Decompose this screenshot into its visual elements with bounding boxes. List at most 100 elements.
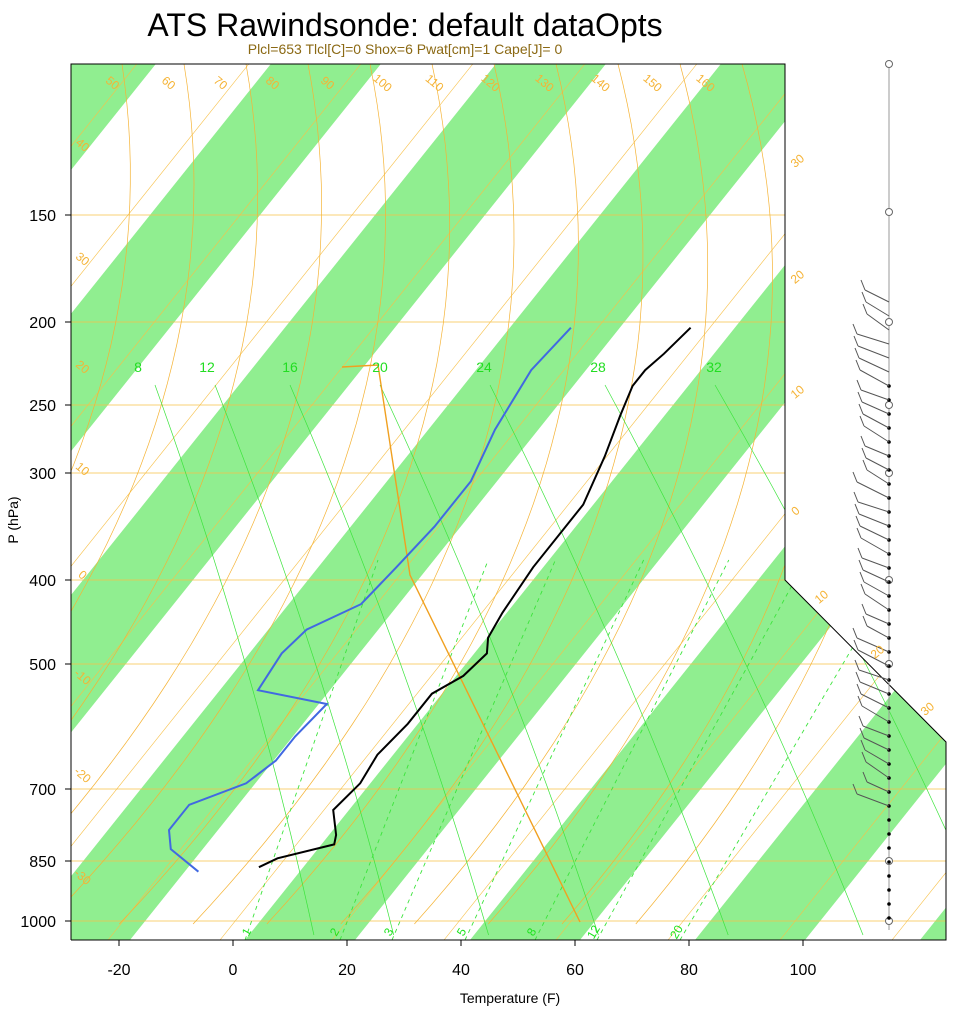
wind-barb-flag (853, 491, 859, 503)
dry-adiabats (0, 64, 903, 925)
wind-barb (862, 569, 890, 583)
wind-barb (861, 557, 890, 569)
dry-adiabat (71, 64, 322, 925)
isotherm-label-right: 0 (788, 503, 802, 518)
wind-barb (864, 289, 890, 303)
wind-barb-flag (854, 659, 860, 671)
isotherm-line (71, 64, 698, 940)
wind-barb (865, 301, 890, 317)
wind-barb-flag (861, 291, 867, 303)
wind-barb-flag (853, 335, 859, 347)
wind-barb (856, 481, 890, 499)
wind-barb-flag (858, 559, 864, 571)
dewpoint-profile (167, 327, 572, 873)
wind-barb (858, 669, 890, 681)
wind-barb-flag (852, 323, 858, 335)
isotherm-band (71, 64, 911, 940)
sounding-profiles (167, 326, 692, 873)
dry-adiabat (340, 64, 644, 925)
wind-barb-flag (852, 783, 858, 795)
y-axis-title: P (hPa) (5, 496, 21, 543)
wind-barb (857, 501, 890, 513)
dry-adiabat (71, 64, 131, 925)
wind-barb-column (852, 60, 893, 930)
wind-barb (859, 681, 890, 695)
isotherm-line (71, 64, 586, 940)
wind-barb-flag (862, 459, 868, 471)
dry-adiabat (71, 64, 195, 925)
wind-barb (860, 389, 890, 401)
wind-dot (887, 902, 891, 906)
wind-barb (856, 637, 890, 653)
dry-adiabat (0, 64, 4, 924)
mixing-ratio-line (244, 559, 379, 940)
x-tick-label: 20 (338, 962, 356, 979)
wind-barb-flag (860, 583, 866, 595)
dry-adiabat (192, 64, 515, 925)
wind-barb (863, 581, 890, 597)
wind-barb-flag (862, 615, 868, 627)
wind-barb (865, 761, 890, 779)
x-tick-label: 80 (680, 962, 698, 979)
wind-barb-flag (857, 391, 863, 403)
isotherm-line (71, 64, 474, 940)
moist-adiabat (154, 384, 315, 936)
wind-barb (858, 357, 890, 373)
isotherm-line (667, 64, 946, 940)
y-tick-label: 850 (29, 854, 56, 871)
wind-barb (856, 793, 890, 807)
mixing-ratio-bottom-label: 12 (584, 922, 603, 941)
wind-dot (887, 818, 891, 822)
chart-subtitle: Plcl=653 Tlcl[C]=0 Shox=6 Pwat[cm]=1 Cap… (248, 41, 563, 57)
y-tick-label: 300 (29, 466, 56, 483)
wind-barb (866, 469, 890, 485)
mixing-ratio-top-label: 24 (476, 359, 492, 375)
wind-barb (863, 737, 890, 751)
wind-dot (887, 510, 891, 514)
mixing-ratio-line (679, 559, 905, 940)
isotherm-band (71, 64, 686, 940)
wind-barb-flag (855, 359, 861, 371)
mixing-ratio-line (464, 559, 645, 940)
dry-adiabat (71, 64, 258, 925)
wind-barb (859, 369, 890, 387)
isotherm-line (779, 64, 946, 940)
chart-title: ATS Rawindsonde: default dataOpts (147, 7, 662, 43)
parcel-line (341, 364, 581, 923)
y-tick-label: 150 (29, 208, 56, 225)
y-tick-label: 500 (29, 657, 56, 674)
dry-adiabat (487, 64, 773, 925)
mixing-ratio-top-label: 12 (199, 359, 215, 375)
axis-ticks (65, 214, 804, 946)
y-tick-label: 200 (29, 315, 56, 332)
wind-barb (856, 333, 890, 345)
wind-barb-flag (861, 603, 867, 615)
wind-barb (858, 513, 890, 527)
wind-barb-flag (852, 471, 858, 483)
mixing-ratio-lines (154, 384, 946, 940)
wind-dot (887, 860, 891, 864)
dry-adiabat (71, 64, 386, 925)
wind-calm-circle (885, 208, 893, 216)
wind-barb-flag (858, 715, 864, 727)
wind-barb (866, 313, 890, 331)
wind-barb (861, 705, 890, 723)
wind-barb (859, 525, 890, 541)
dry-adiabat (266, 64, 579, 925)
wind-barb (864, 593, 890, 611)
wind-barb (861, 401, 890, 415)
wind-barb-flag (854, 347, 860, 359)
y-tick-label: 400 (29, 573, 56, 590)
isotherm-line (107, 64, 810, 940)
temperature-profile (258, 326, 692, 869)
wind-barb-flag (858, 403, 864, 415)
moist-adiabat (489, 384, 729, 936)
wind-barb-flag (855, 515, 861, 527)
mixing-ratio-top-label: 32 (706, 359, 722, 375)
moist-adiabat (604, 384, 864, 936)
wind-barb (866, 625, 890, 639)
wind-barb (860, 537, 890, 555)
wind-barb-flag (856, 527, 862, 539)
mixing-ratio-top-label: 20 (372, 359, 388, 375)
